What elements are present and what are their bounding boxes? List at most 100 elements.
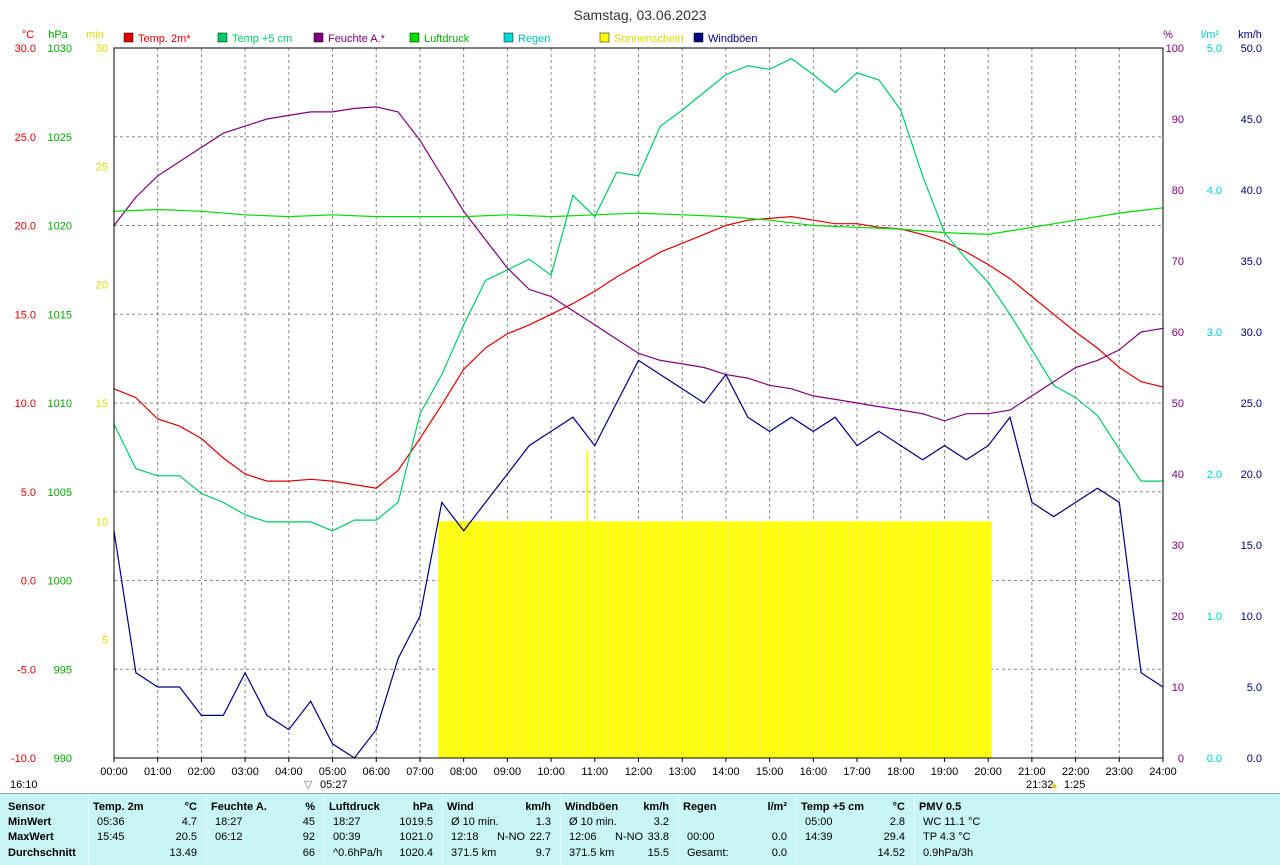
stats-column: Feuchte A.% 18:27 45 06:12 92 66 (206, 794, 323, 865)
temp-tick-label: 30.0 (15, 43, 36, 55)
wind-tick-label: 25.0 (1241, 398, 1262, 410)
series-luftdruck (113, 207, 1164, 236)
x-tick-label: 12:00 (625, 766, 653, 778)
legend-swatch (217, 32, 228, 43)
x-tick-label: 01:00 (144, 766, 172, 778)
x-tick-label: 03:00 (231, 766, 259, 778)
weather-chart: Samstag, 03.06.2023 Temp. 2m* Temp +5 cm F… (10, 7, 1262, 791)
sun-tick-label: 20 (96, 280, 108, 292)
stats-cell-time: Ø 10 min. (451, 816, 499, 828)
wind-tick-label: 45.0 (1241, 114, 1262, 126)
pressure-tick-label: 1005 (48, 487, 72, 499)
stats-column: Regen l/m² 00:00 0.0 Gesamt: 0.0 (678, 794, 795, 865)
stats-column-title: Wind (447, 801, 474, 813)
x-tick-label: 09:00 (494, 766, 522, 778)
sun-tick-label: 5 (102, 635, 108, 647)
stats-column: PMV 0.5 WC 11.1 °C TP 4.3 °C 0.9hPa/3h (914, 794, 1031, 865)
unit-rain: l/m² (1201, 29, 1220, 41)
legend-label: Sonnenschein (614, 33, 684, 45)
stats-cell-time: 15:45 (97, 831, 125, 843)
stats-cell-time: 06:12 (215, 831, 243, 843)
stats-cell-value: 0.0 (771, 847, 787, 859)
stats-cell-value: 1.3 (535, 816, 551, 828)
wind-tick-label: 40.0 (1241, 185, 1262, 197)
pressure-tick-label: 1020 (48, 221, 72, 233)
x-tick-label: 08:00 (450, 766, 478, 778)
stats-cell-value: 29.4 (883, 831, 905, 843)
x-tick-label: 06:00 (362, 766, 390, 778)
stats-cell-time: 18:27 (333, 816, 361, 828)
pressure-tick-label: 995 (54, 664, 72, 676)
stats-cell-value: 20.5 (175, 831, 197, 843)
stats-cell-value: 92 (302, 831, 315, 843)
stats-panel: Sensor MinWert MaxWert Durchschnitt Temp. 2m… (0, 793, 1280, 865)
stats-cell-time: 05:36 (97, 816, 125, 828)
temp-tick-label: 0.0 (21, 576, 36, 588)
sunset-icon: ▲ (1050, 780, 1059, 790)
sunrise-label: 05:27 (320, 779, 348, 791)
x-tick-label: 13:00 (668, 766, 696, 778)
wind-tick-label: 0.0 (1247, 753, 1262, 765)
x-tick-label: 07:00 (406, 766, 434, 778)
stats-column-unit: °C (184, 801, 197, 813)
stats-cell-value: 1019.5 (399, 816, 433, 828)
stats-column-unit: hPa (412, 801, 433, 813)
stats-cell-value: 0.0 (771, 831, 787, 843)
stats-column-title: Temp. 2m (93, 801, 144, 813)
x-tick-label: 20:00 (974, 766, 1002, 778)
stats-cell-value: 22.7 (529, 831, 551, 843)
stats-cell-time: 12:18 (451, 831, 479, 843)
series-feuchte-a- (113, 106, 1164, 422)
series-temp-2m- (113, 215, 1164, 489)
rain-tick-label: 5.0 (1207, 43, 1222, 55)
stats-cell-time: 371.5 km (451, 847, 497, 859)
stats-column-unit: °C (892, 801, 905, 813)
humidity-tick-label: 0 (1178, 753, 1184, 765)
stats-column-title: Luftdruck (329, 801, 380, 813)
humidity-tick-label: 80 (1172, 185, 1184, 197)
pressure-tick-label: 1010 (48, 398, 72, 410)
temp-tick-label: -5.0 (17, 664, 36, 676)
legend-swatch (123, 32, 134, 43)
rain-tick-label: 1.0 (1207, 611, 1222, 623)
stats-cell-value: 1021.0 (399, 831, 433, 843)
stats-cell-time: Ø 10 min. (569, 816, 617, 828)
unit-temp: °C (22, 29, 34, 41)
wind-tick-label: 35.0 (1241, 256, 1262, 268)
stats-cell-time: ^0.6hPa/h (333, 847, 383, 859)
pressure-tick-label: 990 (54, 753, 72, 765)
legend-label: Feuchte A.* (328, 33, 386, 45)
stats-cell-time: 00:00 (687, 831, 715, 843)
stats-row-label: Durchschnitt (8, 847, 76, 859)
sunshine-bars (438, 450, 992, 758)
temp-tick-label: 25.0 (15, 132, 36, 144)
stats-cell-value: 15.5 (647, 847, 669, 859)
axis-units: °C hPa min % l/m² km/h (22, 29, 1262, 41)
stats-cell-value: 2.8 (889, 816, 905, 828)
x-tick-label: 19:00 (931, 766, 959, 778)
stats-row-label: MinWert (8, 816, 52, 828)
stats-cell-value: 33.8 (647, 831, 669, 843)
stats-cell-direction: N-NO (615, 831, 644, 843)
humidity-tick-label: 50 (1172, 398, 1184, 410)
pressure-tick-label: 1015 (48, 309, 72, 321)
wind-tick-label: 20.0 (1241, 469, 1262, 481)
x-tick-label: 23:00 (1106, 766, 1134, 778)
x-tick-label: 04:00 (275, 766, 303, 778)
stats-cell-time: 05:00 (805, 816, 833, 828)
stats-cell-time: WC 11.1 °C (923, 816, 981, 828)
x-tick-label: 00:00 (100, 766, 128, 778)
x-tick-label: 17:00 (843, 766, 871, 778)
humidity-tick-label: 90 (1172, 114, 1184, 126)
humidity-tick-label: 70 (1172, 256, 1184, 268)
stats-cell-value: 13.49 (169, 847, 197, 859)
humidity-tick-label: 40 (1172, 469, 1184, 481)
sun-tick-label: 30 (96, 43, 108, 55)
x-tick-label: 10:00 (537, 766, 565, 778)
legend-swatch (599, 32, 610, 43)
unit-humidity: % (1163, 29, 1173, 41)
sun-markers: 05:27 21:32 16:10 1:25 ▽ ▲ (10, 779, 1085, 791)
wind-tick-label: 15.0 (1241, 540, 1262, 552)
plot-frame (113, 47, 1164, 759)
x-tick-label: 15:00 (756, 766, 784, 778)
